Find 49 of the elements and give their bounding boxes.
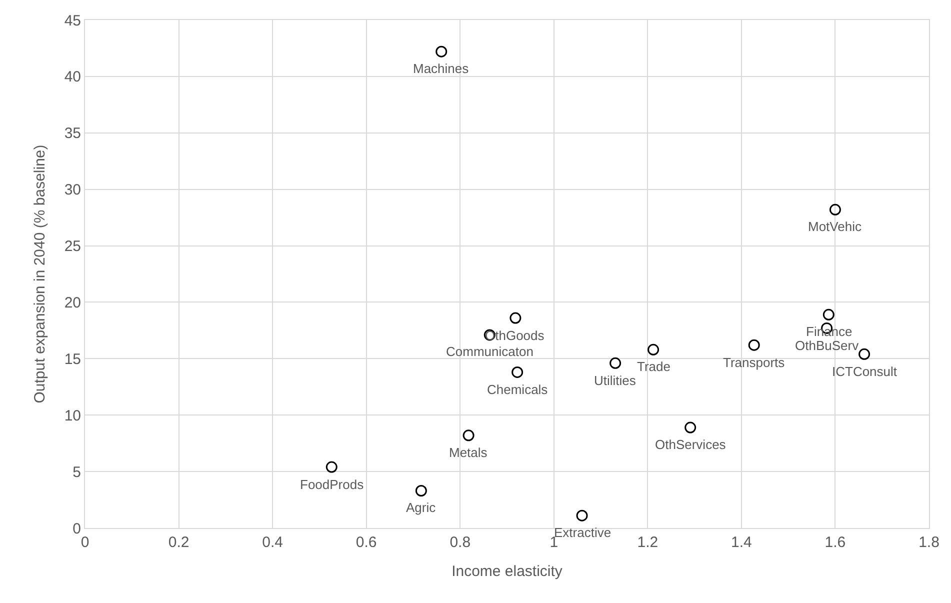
annotation: MotVehic bbox=[808, 219, 862, 234]
y-tick-label: 40 bbox=[64, 68, 81, 86]
point bbox=[748, 339, 760, 351]
x-tick-label: 1.2 bbox=[637, 534, 658, 551]
point bbox=[436, 46, 448, 58]
point bbox=[510, 312, 522, 324]
x-tick-label: 0.6 bbox=[356, 534, 377, 551]
annotation: Trade bbox=[637, 359, 670, 374]
annotation: FoodProds bbox=[300, 477, 364, 492]
point bbox=[326, 461, 338, 473]
x-tick-label: 1.4 bbox=[731, 534, 752, 551]
y-tick-label: 35 bbox=[64, 125, 81, 142]
annotation: Metals bbox=[449, 445, 488, 460]
annotation: OthServices bbox=[655, 437, 726, 452]
y-tick-label: 15 bbox=[64, 350, 81, 368]
x-tick-label: 1.6 bbox=[824, 534, 846, 551]
annotation: ICTConsult bbox=[832, 364, 898, 379]
y-tick-label: 45 bbox=[64, 12, 81, 30]
annotation: Agric bbox=[406, 500, 436, 515]
point bbox=[576, 510, 588, 522]
point bbox=[858, 348, 870, 360]
point bbox=[512, 366, 524, 378]
point bbox=[829, 204, 841, 216]
y-tick-label: 10 bbox=[64, 407, 81, 424]
x-tick-label: 0.8 bbox=[450, 534, 471, 551]
annotation: Transports bbox=[723, 355, 786, 370]
point bbox=[648, 344, 660, 356]
annotation: Extractive bbox=[554, 525, 612, 540]
x-tick-label: 0.4 bbox=[262, 534, 283, 551]
annotation: Communicaton bbox=[446, 344, 534, 359]
y-tick-label: 20 bbox=[64, 294, 81, 312]
y-tick-label: 0 bbox=[72, 520, 81, 538]
annotation: Finance bbox=[806, 324, 852, 339]
point bbox=[462, 430, 474, 442]
x-axis-title: Income elasticity bbox=[452, 563, 563, 580]
annotation: Utilities bbox=[594, 373, 636, 388]
y-tick-label: 5 bbox=[72, 464, 81, 481]
x-tick-label: 0.2 bbox=[168, 534, 190, 551]
y-tick-label: 25 bbox=[64, 238, 81, 256]
y-tick-label: 30 bbox=[64, 182, 81, 199]
annotation: Chemicals bbox=[487, 382, 548, 397]
annotation: OthBuServ bbox=[795, 338, 860, 353]
x-tick-label: 1.8 bbox=[918, 534, 940, 551]
point bbox=[610, 357, 622, 369]
annotation: Machines bbox=[413, 61, 470, 76]
point bbox=[684, 422, 696, 434]
y-axis-title: Output expansion in 2040 (% baseline) bbox=[32, 144, 49, 404]
point bbox=[415, 485, 427, 496]
point bbox=[822, 308, 834, 320]
